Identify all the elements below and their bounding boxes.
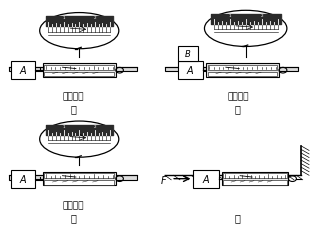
Text: 丁: 丁 [235,212,241,222]
Bar [44,173,114,178]
Text: $F$: $F$ [160,173,168,185]
Bar [223,180,287,185]
Bar [9,176,137,180]
Bar [44,72,114,77]
Bar [210,15,281,26]
Ellipse shape [204,11,287,47]
Text: A: A [20,174,26,184]
Bar [193,170,219,188]
Bar [44,65,114,70]
Bar [223,173,287,178]
Text: 1: 1 [62,16,65,20]
Ellipse shape [40,122,119,158]
Text: A: A [20,66,26,76]
Bar [208,65,277,70]
Text: 1: 1 [62,124,65,128]
Text: 乙: 乙 [235,104,241,114]
Bar [222,172,288,186]
Text: 1: 1 [228,14,231,18]
Text: 丙: 丙 [70,212,76,222]
Bar [44,180,114,185]
Bar [178,47,198,62]
Text: B: B [185,50,191,59]
Ellipse shape [40,14,119,50]
Bar [206,64,279,78]
Text: 2: 2 [94,124,96,128]
Text: 毛巾表面: 毛巾表面 [62,200,84,209]
Text: A: A [187,66,193,76]
Text: A: A [203,174,209,184]
Text: 甲: 甲 [70,104,76,114]
Bar [43,172,116,186]
Text: 棉布表面: 棉布表面 [62,92,84,101]
Bar [165,68,298,72]
Text: 2: 2 [261,14,263,18]
Bar [178,62,203,80]
Bar [46,125,113,136]
Bar [208,72,277,77]
Text: 棉布表面: 棉布表面 [227,92,249,101]
Text: 2: 2 [94,16,96,20]
Bar [9,68,137,72]
Bar [11,170,35,188]
Bar [43,64,116,78]
Bar [11,62,35,80]
Bar [46,17,113,28]
